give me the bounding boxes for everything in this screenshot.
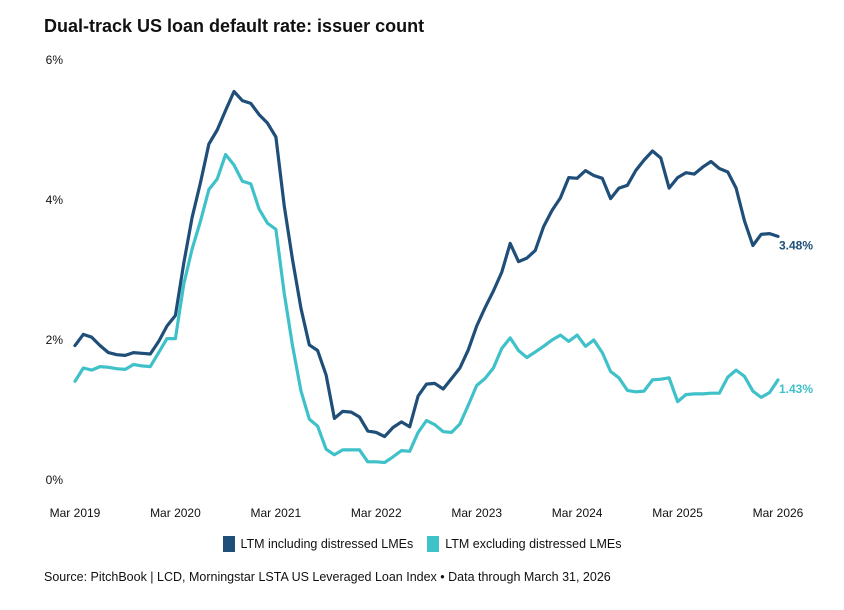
x-tick-label: Mar 2022 bbox=[351, 506, 402, 520]
series-line-excluding bbox=[73, 152, 780, 465]
x-axis: Mar 2019 Mar 2020 Mar 2021 Mar 2022 Mar 2023… bbox=[50, 506, 804, 520]
legend-item-including: LTM including distressed LMEs bbox=[222, 536, 414, 552]
legend-label-including: LTM including distressed LMEs bbox=[240, 537, 414, 551]
legend: LTM including distressed LMEs LTM exclud… bbox=[0, 536, 844, 552]
legend-swatch-excluding bbox=[427, 536, 440, 552]
y-tick-label: 4% bbox=[46, 193, 64, 207]
x-tick-label: Mar 2021 bbox=[251, 506, 302, 520]
series-layer bbox=[73, 89, 780, 465]
y-tick-label: 6% bbox=[46, 53, 64, 67]
legend-swatch-including bbox=[222, 536, 235, 552]
legend-item-excluding: LTM excluding distressed LMEs bbox=[427, 536, 622, 552]
x-tick-label: Mar 2020 bbox=[150, 506, 201, 520]
x-tick-label: Mar 2023 bbox=[451, 506, 502, 520]
end-label-including: 3.48% bbox=[779, 238, 813, 252]
x-tick-label: Mar 2025 bbox=[652, 506, 703, 520]
x-tick-label: Mar 2019 bbox=[50, 506, 101, 520]
y-tick-label: 2% bbox=[46, 333, 64, 347]
end-label-excluding: 1.43% bbox=[779, 382, 813, 396]
y-tick-label: 0% bbox=[46, 473, 64, 487]
x-tick-label: Mar 2026 bbox=[753, 506, 804, 520]
series-line-including bbox=[73, 89, 780, 439]
legend-label-excluding: LTM excluding distressed LMEs bbox=[445, 537, 622, 551]
chart-title: Dual-track US loan default rate: issuer … bbox=[44, 16, 425, 36]
source-note: Source: PitchBook | LCD, Morningstar LST… bbox=[44, 570, 611, 584]
x-tick-label: Mar 2024 bbox=[552, 506, 603, 520]
y-axis: 0% 2% 4% 6% bbox=[46, 53, 64, 487]
end-labels: 3.48% 1.43% bbox=[779, 238, 813, 396]
